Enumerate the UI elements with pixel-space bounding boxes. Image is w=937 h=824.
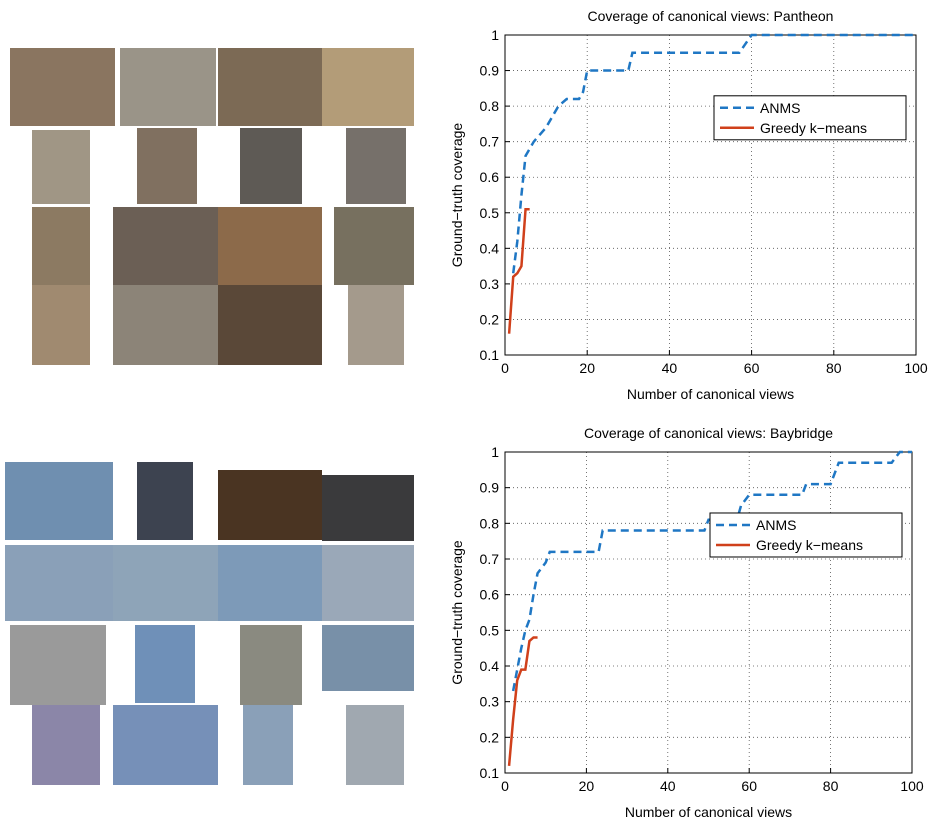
y-tick-label: 0.6 [480, 587, 500, 603]
photo [113, 545, 218, 621]
photo [5, 545, 113, 621]
photo [120, 48, 216, 126]
y-tick-label: 0.7 [480, 551, 500, 567]
x-tick-label: 80 [823, 778, 839, 794]
y-tick-label: 0.4 [480, 658, 500, 674]
photo [240, 625, 302, 705]
photo [137, 462, 193, 540]
plot-frame [505, 35, 916, 355]
x-tick-label: 20 [579, 778, 595, 794]
photo [218, 207, 322, 285]
x-tick-label: 0 [501, 778, 509, 794]
y-tick-label: 1 [491, 444, 499, 460]
y-tick-label: 0.9 [480, 63, 500, 79]
legend-label: Greedy k−means [760, 120, 867, 136]
photo [32, 285, 90, 365]
y-tick-label: 0.5 [480, 622, 500, 638]
x-tick-label: 40 [660, 778, 676, 794]
x-axis-label: Number of canonical views [625, 804, 792, 819]
y-tick-label: 0.2 [480, 311, 500, 327]
x-tick-label: 0 [501, 360, 509, 376]
x-axis-label: Number of canonical views [627, 386, 794, 402]
photo [32, 130, 90, 204]
chart-title: Coverage of canonical views: Pantheon [588, 8, 834, 24]
y-tick-label: 0.3 [480, 694, 500, 710]
legend-label: ANMS [760, 100, 800, 116]
x-tick-label: 60 [744, 360, 760, 376]
x-tick-label: 100 [900, 778, 924, 794]
photo [346, 128, 406, 204]
series-line [513, 452, 912, 691]
y-tick-label: 1 [491, 27, 499, 43]
y-tick-label: 0.9 [480, 480, 500, 496]
x-tick-label: 40 [662, 360, 678, 376]
photo [218, 470, 322, 540]
photo [32, 705, 100, 785]
photo [5, 462, 113, 540]
photo [113, 705, 218, 785]
y-tick-label: 0.3 [480, 276, 500, 292]
photo [135, 625, 195, 703]
photo [334, 207, 414, 285]
photo [346, 705, 404, 785]
y-tick-label: 0.8 [480, 515, 500, 531]
photo [32, 207, 90, 285]
x-tick-label: 20 [579, 360, 595, 376]
photo [322, 48, 414, 126]
x-tick-label: 60 [741, 778, 757, 794]
y-tick-label: 0.2 [480, 729, 500, 745]
y-tick-label: 0.4 [480, 240, 500, 256]
y-tick-label: 0.5 [480, 205, 500, 221]
x-tick-label: 100 [904, 360, 928, 376]
photo [218, 545, 322, 621]
photo [218, 285, 322, 365]
photo [113, 207, 218, 285]
legend-label: Greedy k−means [756, 537, 863, 553]
y-tick-label: 0.1 [480, 765, 500, 781]
y-tick-label: 0.8 [480, 98, 500, 114]
photo [10, 625, 106, 705]
y-tick-label: 0.7 [480, 134, 500, 150]
photo [348, 285, 404, 365]
chart-title: Coverage of canonical views: Baybridge [584, 425, 833, 441]
y-tick-label: 0.1 [480, 347, 500, 363]
y-axis-label: Ground−truth coverage [449, 123, 465, 268]
photo [322, 625, 414, 691]
photo [218, 48, 322, 126]
figure: Coverage of canonical views: Pantheon Num… [0, 0, 937, 819]
photo [113, 285, 218, 365]
legend-label: ANMS [756, 517, 796, 533]
photo [240, 128, 302, 204]
photo [10, 48, 115, 126]
photo [243, 705, 293, 785]
y-tick-label: 0.6 [480, 169, 500, 185]
photo [137, 128, 197, 204]
photo [322, 475, 414, 541]
x-tick-label: 80 [826, 360, 842, 376]
plot-frame [505, 452, 912, 773]
y-axis-label: Ground−truth coverage [449, 540, 465, 685]
photo [322, 545, 414, 621]
